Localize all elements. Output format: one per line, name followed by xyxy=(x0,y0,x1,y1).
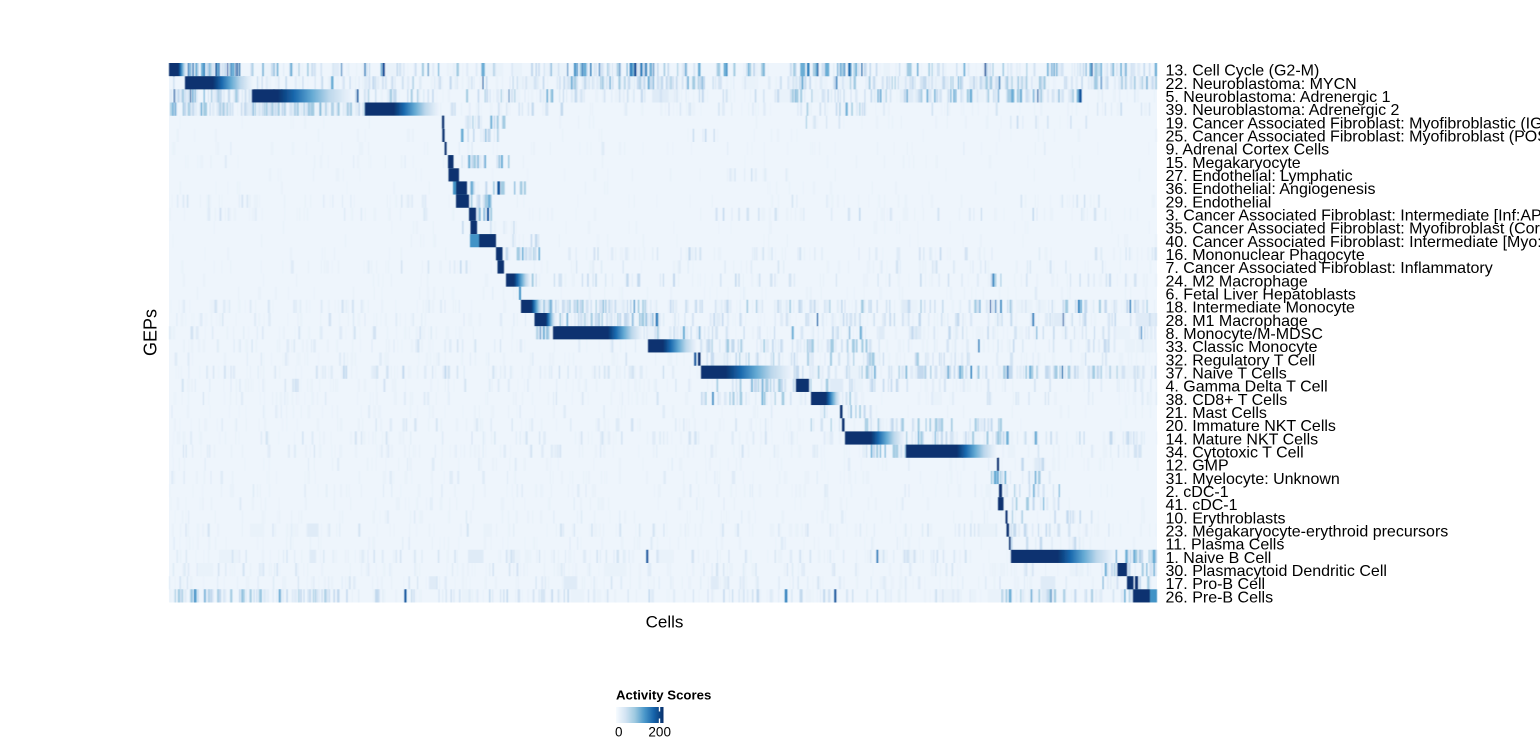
svg-text:13. Cell Cycle (G2-M): 13. Cell Cycle (G2-M) xyxy=(1166,63,1320,80)
svg-text:36. Endothelial: Angiogenesis: 36. Endothelial: Angiogenesis xyxy=(1166,181,1376,198)
svg-text:22. Neuroblastoma: MYCN: 22. Neuroblastoma: MYCN xyxy=(1166,76,1357,93)
svg-text:16. Mononuclear Phagocyte: 16. Mononuclear Phagocyte xyxy=(1166,247,1365,264)
svg-text:40. Cancer Associated Fibrobla: 40. Cancer Associated Fibroblast: Interm… xyxy=(1166,234,1540,251)
svg-text:0: 0 xyxy=(615,724,623,739)
svg-text:15. Megakaryocyte: 15. Megakaryocyte xyxy=(1166,155,1301,172)
svg-text:33. Classic Monocyte: 33. Classic Monocyte xyxy=(1166,339,1318,356)
svg-text:24. M2 Macrophage: 24. M2 Macrophage xyxy=(1166,273,1308,290)
svg-text:34. Cytotoxic T Cell: 34. Cytotoxic T Cell xyxy=(1166,445,1304,462)
svg-text:27. Endothelial: Lymphatic: 27. Endothelial: Lymphatic xyxy=(1166,168,1353,185)
svg-text:4. Gamma Delta T Cell: 4. Gamma Delta T Cell xyxy=(1166,379,1328,396)
svg-text:7. Cancer Associated Fibroblas: 7. Cancer Associated Fibroblast: Inflamm… xyxy=(1166,260,1493,277)
svg-text:Activity Scores: Activity Scores xyxy=(616,688,711,703)
svg-text:38. CD8+ T Cells: 38. CD8+ T Cells xyxy=(1166,392,1288,409)
svg-text:26. Pre-B Cells: 26. Pre-B Cells xyxy=(1166,589,1274,606)
svg-text:14. Mature NKT Cells: 14. Mature NKT Cells xyxy=(1166,431,1319,448)
svg-text:19. Cancer Associated Fibrobla: 19. Cancer Associated Fibroblast: Myofib… xyxy=(1166,115,1540,132)
svg-text:20. Immature NKT Cells: 20. Immature NKT Cells xyxy=(1166,418,1336,435)
svg-text:9. Adrenal Cortex Cells: 9. Adrenal Cortex Cells xyxy=(1166,142,1330,159)
svg-text:21. Mast Cells: 21. Mast Cells xyxy=(1166,405,1267,422)
svg-text:10. Erythroblasts: 10. Erythroblasts xyxy=(1166,510,1286,527)
svg-text:6. Fetal Liver Hepatoblasts: 6. Fetal Liver Hepatoblasts xyxy=(1166,287,1356,304)
svg-text:37. Naive T Cells: 37. Naive T Cells xyxy=(1166,366,1287,383)
svg-text:3. Cancer Associated Fibroblas: 3. Cancer Associated Fibroblast: Interme… xyxy=(1166,208,1540,225)
svg-text:GEPs: GEPs xyxy=(141,309,161,356)
svg-text:32. Regulatory T Cell: 32. Regulatory T Cell xyxy=(1166,352,1316,369)
svg-text:39. Neuroblastoma: Adrenergic: 39. Neuroblastoma: Adrenergic 2 xyxy=(1166,102,1400,119)
svg-text:25. Cancer Associated Fibrobla: 25. Cancer Associated Fibroblast: Myofib… xyxy=(1166,128,1540,145)
svg-text:1. Naive B Cell: 1. Naive B Cell xyxy=(1166,550,1272,567)
svg-text:5. Neuroblastoma: Adrenergic 1: 5. Neuroblastoma: Adrenergic 1 xyxy=(1166,89,1391,106)
svg-text:31. Myelocyte: Unknown: 31. Myelocyte: Unknown xyxy=(1166,471,1340,488)
svg-text:29. Endothelial: 29. Endothelial xyxy=(1166,194,1272,211)
svg-text:28. M1 Macrophage: 28. M1 Macrophage xyxy=(1166,313,1308,330)
svg-text:8. Monocyte/M-MDSC: 8. Monocyte/M-MDSC xyxy=(1166,326,1323,343)
svg-text:41. cDC-1: 41. cDC-1 xyxy=(1166,497,1238,514)
svg-text:Cells: Cells xyxy=(646,613,684,632)
svg-text:11. Plasma Cells: 11. Plasma Cells xyxy=(1166,537,1285,554)
svg-text:18. Intermediate Monocyte: 18. Intermediate Monocyte xyxy=(1166,300,1356,317)
svg-text:2. cDC-1: 2. cDC-1 xyxy=(1166,484,1229,501)
svg-text:17. Pro-B Cell: 17. Pro-B Cell xyxy=(1166,576,1266,593)
svg-text:12. GMP: 12. GMP xyxy=(1166,458,1229,475)
svg-text:30. Plasmacytoid Dendritic Cel: 30. Plasmacytoid Dendritic Cell xyxy=(1166,563,1387,580)
svg-text:35. Cancer Associated Fibrobla: 35. Cancer Associated Fibroblast: Myofib… xyxy=(1166,221,1540,238)
svg-text:200: 200 xyxy=(648,724,671,739)
svg-text:23. Megakaryocyte-erythroid pr: 23. Megakaryocyte-erythroid precursors xyxy=(1166,524,1449,541)
